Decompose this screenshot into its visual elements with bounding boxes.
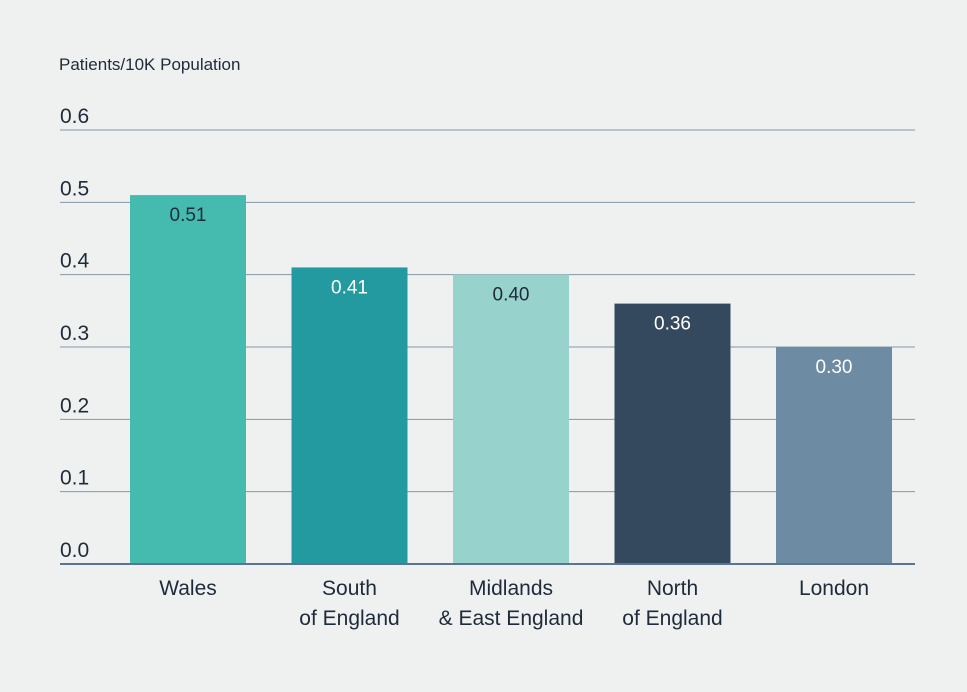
x-tick-label: South (322, 577, 377, 600)
x-tick-label: Wales (159, 577, 217, 600)
data-label: 0.51 (170, 205, 207, 226)
y-axis-label: Patients/10K Population (59, 55, 240, 74)
y-tick-label: 0.6 (60, 105, 89, 128)
bar (776, 347, 892, 564)
bar (130, 195, 246, 564)
bar (614, 303, 731, 564)
y-axis-ticks: 0.0 0.1 0.2 0.3 0.4 0.5 0.6 (60, 105, 90, 562)
y-tick-label: 0.2 (60, 394, 89, 417)
x-tick-label: London (799, 577, 869, 600)
bar (453, 274, 569, 564)
data-label: 0.30 (816, 357, 853, 378)
x-axis-labels: Wales South of England Midlands & East Engla… (159, 577, 869, 630)
y-tick-label: 0.4 (60, 250, 90, 273)
data-label: 0.36 (654, 314, 691, 335)
bar (291, 267, 408, 564)
x-tick-label: & East England (439, 607, 584, 630)
data-label: 0.40 (493, 285, 530, 306)
x-tick-label: North (647, 577, 698, 600)
x-tick-label: Midlands (469, 577, 553, 600)
data-labels: 0.51 0.41 0.40 0.36 0.30 (170, 205, 853, 378)
x-tick-label: of England (622, 607, 722, 630)
y-tick-label: 0.0 (60, 539, 89, 562)
y-tick-label: 0.5 (60, 177, 89, 200)
x-tick-label: of England (299, 607, 399, 630)
y-tick-label: 0.1 (60, 467, 89, 490)
data-label: 0.41 (331, 277, 368, 298)
y-tick-label: 0.3 (60, 322, 89, 345)
bars (130, 195, 892, 564)
